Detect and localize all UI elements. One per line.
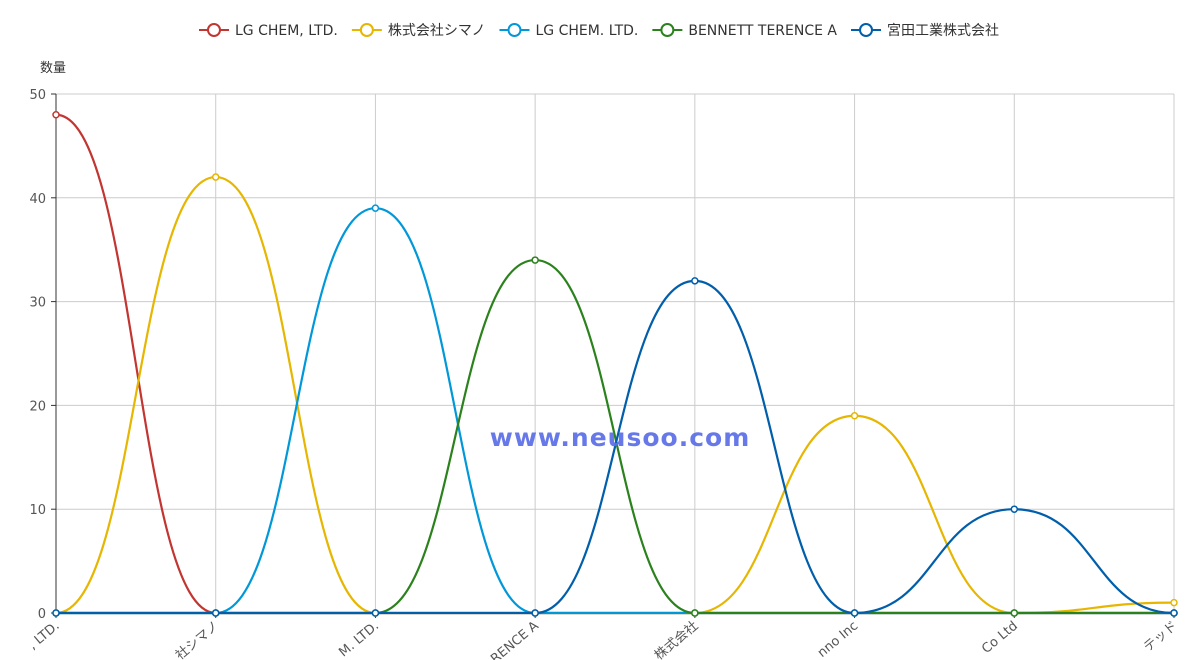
legend-item: LG CHEM, LTD. [198,23,338,39]
series-line [55,175,1175,615]
data-point [1170,609,1178,617]
y-tick-label: 0 [38,607,46,622]
legend-item: 宮田工業株式会社 [851,23,999,39]
axes: 0 10 20 30 40 50 , LTD. 社シマノ M. LTD. RENCE A 株式会社 n… [25,88,1180,660]
x-tick-label: RENCE A [488,619,542,660]
y-tick-label: 10 [29,503,46,518]
series-lines [52,111,1178,617]
series-5 [52,277,1178,617]
data-point [371,204,380,212]
data-point [1010,609,1019,617]
series-line [55,113,1174,615]
y-tick-label: 30 [29,296,46,311]
series-1 [52,111,1178,617]
legend-item: 株式会社シマノ [351,23,486,39]
y-tick-label: 20 [29,399,46,414]
legend-swatch-marker [660,23,675,37]
data-point [531,256,539,264]
legend-label: 株式会社シマノ [388,23,486,39]
data-point [531,609,539,617]
series-line [56,279,1175,615]
data-point [211,173,220,181]
x-tick-label: テッド [1141,619,1181,656]
legend-label: LG CHEM. LTD. [535,23,638,39]
data-point [691,609,699,617]
legend-swatch-marker [859,23,874,37]
y-axis-label: 数量 [40,61,66,76]
x-tick-label: Co Ltd [979,619,1021,657]
legend-label: LG CHEM, LTD. [235,23,338,39]
x-tick-label: , LTD. [25,619,62,654]
y-tick-label: 40 [29,192,46,207]
x-tick-label: 社シマノ [172,618,222,660]
watermark-text: www.neusoo.com [490,423,751,452]
legend-item: BENNETT TERENCE A [652,23,837,39]
y-tick-label: 50 [29,88,46,103]
data-point [850,412,859,420]
legend: LG CHEM, LTD. 株式会社シマノ LG CHEM. LTD. BENNETT… [198,23,999,39]
legend-swatch-marker [507,23,522,37]
x-tick-label: nno Inc [815,619,861,660]
data-point [211,609,220,617]
data-point [52,111,60,119]
legend-label: 宮田工業株式会社 [887,23,999,39]
data-point [691,277,699,285]
grid [55,93,1175,614]
data-point [1170,598,1178,607]
series-2 [52,173,1178,617]
series-line [56,207,1174,615]
data-point [52,609,60,617]
x-tick-label: 株式会社 [651,618,701,660]
data-point [1010,505,1019,513]
data-point [371,609,380,617]
legend-label: BENNETT TERENCE A [688,23,837,39]
legend-item: LG CHEM. LTD. [499,23,638,39]
data-point [850,609,859,617]
x-tick-label: M. LTD. [336,619,382,660]
series-3 [52,204,1178,617]
legend-swatch-marker [359,23,374,37]
legend-swatch-marker [206,23,221,37]
